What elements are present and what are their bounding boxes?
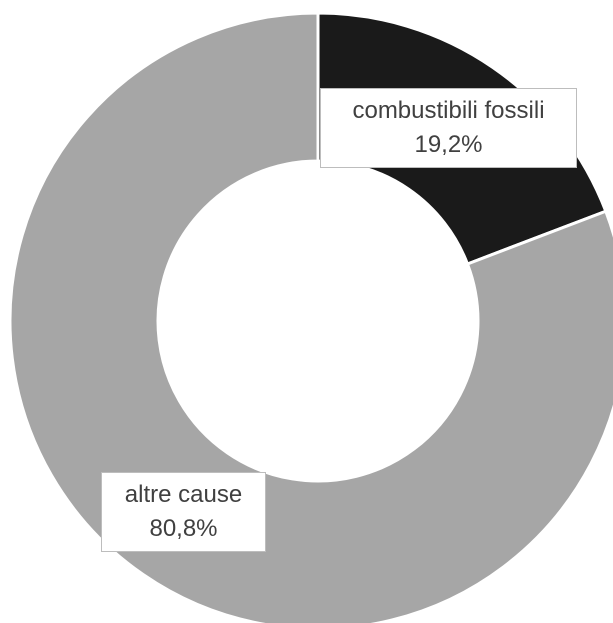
slice-altre-cause [8, 11, 613, 623]
slice-label-name: altre cause [124, 481, 243, 508]
data-label-altre-cause: altre cause 80,8% [101, 472, 266, 552]
slice-label-value: 19,2% [414, 131, 483, 158]
slice-label-name: combustibili fossili [352, 97, 545, 124]
data-label-combustibili-fossili: combustibili fossili 19,2% [320, 88, 577, 168]
slice-label-value: 80,8% [149, 515, 218, 542]
